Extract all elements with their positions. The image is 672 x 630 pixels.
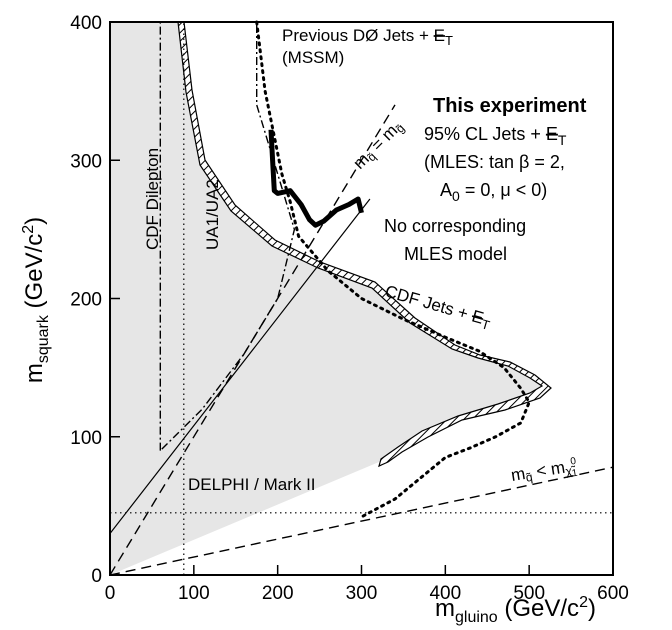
annotation-no-mles-2: MLES model (404, 244, 507, 264)
series-cdf-jets-e-t (255, 20, 531, 519)
annotation-this-experiment-cl: 95% CL Jets + ET (424, 124, 567, 148)
annotation-no-mles-1: No corresponding (384, 216, 526, 236)
annotation-delphi: DELPHI / Mark II (188, 475, 316, 494)
annotation-this-experiment-title: This experiment (433, 95, 587, 117)
excluded-region (110, 22, 548, 575)
annotation-cdf-dilepton: CDF Dilepton (143, 148, 162, 250)
y-tick-label: 400 (70, 13, 102, 34)
annotation-mq-lt-mchi: mq̃ < mχ̃01 (510, 456, 579, 489)
annotation-previous-d0: Previous DØ Jets + ET (282, 26, 453, 48)
x-tick-label: 600 (597, 583, 629, 604)
x-axis-title: mgluino (GeV/c2) (435, 594, 596, 626)
y-tick-label: 100 (70, 428, 102, 449)
series-mles-boundary (109, 198, 371, 534)
annotation-this-experiment-mles: (MLES: tan β = 2, (424, 152, 565, 172)
annotation-ua1-ua2: UA1/UA2 (203, 179, 222, 250)
x-tick-label: 200 (262, 583, 294, 604)
annotation-this-experiment-params: A0 = 0, μ < 0) (440, 180, 547, 204)
x-tick-label: 500 (513, 583, 545, 604)
y-axis-title: msquark (GeV/c2) (20, 217, 52, 383)
x-tick-label: 300 (346, 583, 378, 604)
series-cdf-dilepton (159, 21, 296, 452)
x-tick-label: 0 (105, 583, 116, 604)
y-tick-label: 0 (91, 566, 102, 587)
series-previous-d0-band (177, 21, 552, 468)
y-tick-label: 200 (70, 290, 102, 311)
x-tick-label: 400 (429, 583, 461, 604)
series-m-q-m-g (109, 104, 396, 576)
y-tick-label: 300 (70, 151, 102, 172)
annotation-mssm: (MSSM) (282, 48, 344, 67)
annotation-mq-eq-mg: mq̃ = mg̃ (349, 116, 407, 174)
series-this-experiment (268, 129, 364, 228)
x-tick-label: 100 (178, 583, 210, 604)
series-m-q-m-chi (109, 466, 614, 576)
